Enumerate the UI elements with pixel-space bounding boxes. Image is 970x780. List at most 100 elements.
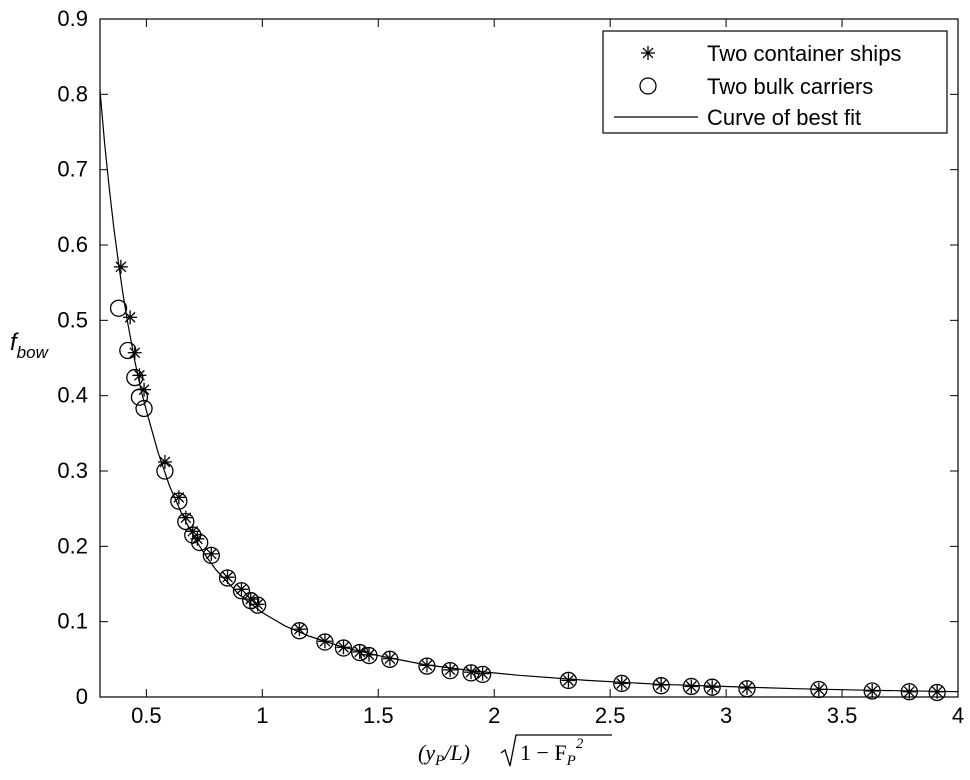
bulk-carrier-point xyxy=(130,388,149,406)
asterisk-stroke xyxy=(903,686,915,698)
container-ship-point xyxy=(684,679,699,694)
plot-layer xyxy=(99,90,959,702)
bulk-carrier-point xyxy=(290,622,309,640)
container-ship-point xyxy=(739,680,754,695)
y-tick-label: 0.4 xyxy=(57,383,88,408)
bulk-carrier-point xyxy=(738,680,756,698)
asterisk-stroke xyxy=(129,347,141,359)
container-ship-point xyxy=(475,666,490,681)
bulk-carrier-point xyxy=(613,674,631,693)
container-ship-point xyxy=(113,259,128,274)
bulk-carrier-point xyxy=(682,677,700,696)
y-tick-label: 0 xyxy=(76,684,88,709)
container-ship-point xyxy=(705,680,720,695)
x-tick-label: 3 xyxy=(720,703,732,728)
asterisk-stroke xyxy=(741,682,753,694)
bulk-carrier-point xyxy=(191,533,209,552)
sqrt-sign xyxy=(500,734,612,767)
asterisk-stroke xyxy=(642,47,654,59)
container-ship-point xyxy=(614,676,629,691)
bulk-carrier-point xyxy=(928,683,946,702)
bulk-carrier-point xyxy=(462,664,480,682)
bulk-carrier-point xyxy=(652,677,670,695)
container-ship-point xyxy=(464,665,479,680)
asterisk-stroke xyxy=(354,646,366,658)
bulk-carrier-point xyxy=(900,683,918,701)
asterisk-stroke xyxy=(465,666,477,678)
x-axis-label: (yP/L) 1 − FP2 xyxy=(418,734,612,769)
asterisk-stroke xyxy=(159,456,171,468)
asterisk-stroke xyxy=(222,571,233,583)
asterisk-stroke xyxy=(563,675,574,686)
x-tick-label: 3.5 xyxy=(827,703,858,728)
asterisk-stroke xyxy=(115,261,127,273)
asterisk-stroke xyxy=(384,653,396,664)
x-tick-label: 1.5 xyxy=(363,703,394,728)
bulk-carrier-point xyxy=(109,299,128,317)
bulk-carrier-point xyxy=(170,492,188,510)
asterisk-stroke xyxy=(706,681,718,693)
bulk-carrier-point xyxy=(316,633,334,651)
container-ship-point xyxy=(561,673,576,688)
legend-label: Curve of best fit xyxy=(707,105,861,130)
y-axis-label: fbow xyxy=(10,329,50,362)
x-tick-label: 2 xyxy=(488,703,500,728)
x-axis-label-root: 1 − F xyxy=(520,740,567,765)
bulk-carrier-point xyxy=(232,582,251,600)
legend-label: Two container ships xyxy=(707,41,901,66)
x-axis-label-root-sup: 2 xyxy=(576,736,584,752)
asterisk-stroke xyxy=(616,678,628,689)
container-ship-point xyxy=(443,662,458,677)
y-axis: 0 0.1 0.2 0.3 0.4 0.5 0.6 0.7 0.8 0.9 xyxy=(57,6,958,709)
x-axis: 0.5 1 1.5 2 2.5 3 3.5 4 xyxy=(131,19,964,728)
bulk-carrier-point xyxy=(334,639,353,657)
asterisk-stroke xyxy=(205,548,217,560)
x-tick-label: 2.5 xyxy=(595,703,626,728)
asterisk-stroke xyxy=(477,668,489,680)
y-axis-label-main: f xyxy=(10,329,19,356)
asterisk-stroke xyxy=(685,681,697,692)
y-tick-label: 0.7 xyxy=(57,157,88,182)
y-tick-label: 0.2 xyxy=(57,533,88,558)
x-axis-label-open: (y xyxy=(418,740,435,765)
container-ship-point xyxy=(234,582,249,597)
bulk-carrier-point xyxy=(177,512,195,531)
container-ship-point xyxy=(902,684,917,699)
x-axis-label-sub: P xyxy=(434,753,444,769)
container-ship-point xyxy=(865,683,880,698)
y-tick-label: 0.9 xyxy=(57,6,88,31)
asterisk-stroke xyxy=(245,593,257,605)
bulk-carrier-point xyxy=(703,678,721,696)
container-ship-point xyxy=(127,345,142,360)
legend-label: Two bulk carriers xyxy=(707,74,873,99)
asterisk-stroke xyxy=(236,583,247,595)
y-tick-label: 0.3 xyxy=(57,458,88,483)
y-tick-label: 0.5 xyxy=(57,307,88,332)
asterisk-stroke xyxy=(866,685,878,697)
asterisk-stroke xyxy=(134,369,145,381)
y-tick-label: 0.1 xyxy=(57,609,88,634)
svg-text:1 − FP2: 1 − FP2 xyxy=(520,736,584,769)
asterisk-stroke xyxy=(294,623,305,635)
bulk-carrier-point xyxy=(249,596,267,614)
y-axis-label-sub: bow xyxy=(17,343,50,362)
bulk-carrier-point xyxy=(126,368,144,387)
svg-text:(yP/L): (yP/L) xyxy=(418,740,470,769)
x-axis-label-root-sub: P xyxy=(566,753,576,769)
legend-entries: Two container ships Two bulk carriers Curv… xyxy=(614,41,901,130)
legend-box xyxy=(602,30,948,134)
y-tick-label: 0.8 xyxy=(57,81,88,106)
bulk-carrier-point xyxy=(473,665,492,684)
container-ship-point xyxy=(292,622,307,637)
legend-circle-icon xyxy=(639,77,657,95)
x-axis-label-mid: /L) xyxy=(442,740,470,765)
legend: Two container ships Two bulk carriers Curv… xyxy=(602,30,948,134)
asterisk-stroke xyxy=(444,664,456,676)
bulk-carrier-point xyxy=(559,671,578,690)
bulk-carrier-point xyxy=(119,341,137,360)
legend-asterisk-icon xyxy=(641,46,655,60)
best-fit-curve xyxy=(99,90,959,693)
x-tick-label: 1 xyxy=(256,703,268,728)
asterisk-stroke xyxy=(138,384,150,396)
